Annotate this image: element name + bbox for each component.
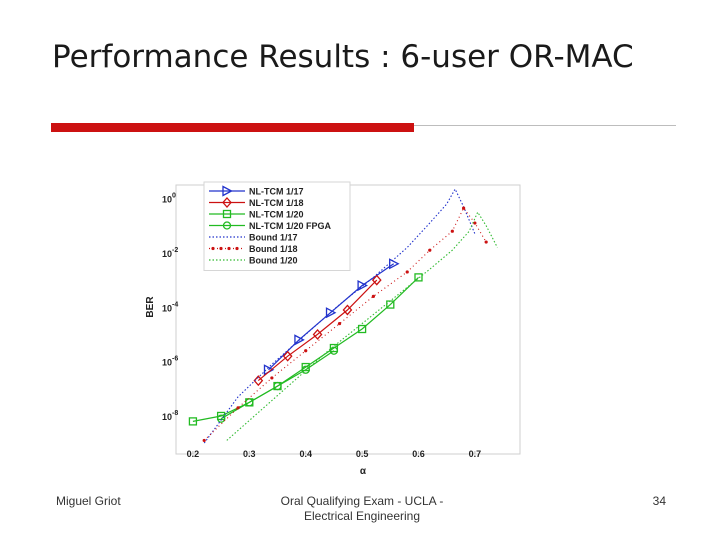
- series-6: [226, 211, 498, 441]
- series-5-point-3: [304, 349, 308, 353]
- legend-item-1: NL-TCM 1/18: [209, 197, 304, 208]
- series-3: [216, 346, 339, 423]
- y-tick-exponent-2: -4: [172, 301, 178, 308]
- series-3-point-4: [329, 346, 339, 355]
- legend-label-4: Bound 1/17: [249, 233, 298, 243]
- series-1-point-2: [312, 328, 323, 340]
- x-tick-label-1: 0.3: [243, 449, 256, 459]
- series-1-point-0: [253, 375, 264, 387]
- series-5-point-0: [202, 438, 206, 443]
- legend-marker-0: [222, 185, 233, 197]
- series-0-point-4: [389, 258, 400, 270]
- ber-chart-figure: 0.2 0.3 0.4 0.5 0.6 0.7 100 10-2 10-4 10-6 10-8 α BE…: [126, 137, 588, 482]
- legend-item-5: Bound 1/18: [209, 244, 298, 254]
- series-4: [203, 187, 476, 444]
- series-line-4: [203, 187, 476, 444]
- legend-marker-5-0: [211, 246, 215, 251]
- series-line-0: [268, 263, 395, 371]
- y-tick-label-0: 100: [162, 193, 176, 205]
- series-3-point-3: [301, 365, 310, 374]
- series-5-point-1: [236, 406, 240, 410]
- series-0-point-1: [294, 334, 305, 346]
- x-axis-label: α: [360, 466, 367, 477]
- legend-label-6: Bound 1/20: [249, 256, 298, 266]
- legend-marker-5-2: [227, 246, 231, 251]
- series-5-point-5: [371, 294, 375, 299]
- legend-marker-5-1: [219, 246, 223, 251]
- series-5-point-10: [473, 221, 477, 225]
- title-underline-rule: [414, 125, 676, 126]
- series-2-point-0: [188, 417, 198, 426]
- series-5-point-6: [405, 270, 409, 274]
- legend-item-0: NL-TCM 1/17: [209, 185, 304, 197]
- series-5: [202, 206, 488, 443]
- series-2-point-8: [414, 273, 423, 282]
- legend-label-2: NL-TCM 1/20: [249, 210, 304, 220]
- legend-marker-1: [222, 197, 232, 208]
- x-tick-label-0: 0.2: [187, 449, 200, 459]
- series-5-point-9: [462, 206, 466, 210]
- series-0-point-2: [325, 307, 337, 319]
- title-underline-accent: [51, 123, 414, 132]
- y-axis-label: BER: [145, 296, 156, 318]
- series-3-point-1: [245, 398, 254, 407]
- series-line-6: [226, 211, 498, 441]
- series-3-point-0: [216, 414, 226, 423]
- legend-label-0: NL-TCM 1/17: [249, 187, 304, 197]
- legend-box: [203, 181, 351, 271]
- series-1-point-3: [342, 304, 353, 316]
- series-1-point-4: [371, 274, 382, 286]
- slide-number: 34: [652, 494, 666, 508]
- y-tick-exponent-4: -8: [172, 410, 178, 417]
- legend-marker-3: [222, 221, 232, 230]
- y-tick-exponent-0: 0: [172, 193, 176, 200]
- legend-item-2: NL-TCM 1/20: [209, 210, 304, 220]
- series-1: [253, 274, 382, 387]
- footer-event: Oral Qualifying Exam - UCLA - Electrical…: [280, 494, 444, 523]
- series-line-3: [220, 350, 335, 420]
- y-tick-exponent-3: -6: [172, 356, 178, 363]
- series-5-point-11: [484, 240, 488, 244]
- series-line-2: [192, 276, 419, 422]
- series-2-point-6: [357, 324, 367, 334]
- legend-marker-2: [222, 209, 232, 219]
- series-0-point-3: [357, 279, 368, 292]
- x-tick-label-3: 0.5: [356, 449, 369, 459]
- legend-label-3: NL-TCM 1/20 FPGA: [249, 221, 332, 231]
- series-1-point-1: [282, 350, 293, 362]
- legend-label-1: NL-TCM 1/18: [249, 198, 304, 208]
- footer-author: Miguel Griot: [56, 494, 121, 508]
- series-5-point-2: [270, 376, 274, 380]
- x-tick-label-4: 0.6: [412, 449, 425, 459]
- legend-label-5: Bound 1/18: [249, 244, 298, 254]
- y-tick-exponent-1: -2: [172, 247, 178, 254]
- slide-title: Performance Results : 6-user OR-MAC: [52, 39, 634, 75]
- x-tick-label-5: 0.7: [469, 449, 482, 459]
- series-5-point-4: [337, 321, 342, 326]
- legend-item-4: Bound 1/17: [209, 233, 298, 243]
- legend-item-3: NL-TCM 1/20 FPGA: [209, 221, 332, 231]
- series-line-1: [257, 279, 378, 382]
- x-tick-label-2: 0.4: [299, 449, 312, 459]
- series-3-point-2: [273, 381, 282, 391]
- legend-marker-5-3: [235, 246, 239, 251]
- ber-chart: 0.2 0.3 0.4 0.5 0.6 0.710010-210-410-610-8αBE…: [145, 181, 521, 477]
- series-5-point-8: [450, 229, 454, 233]
- series-2-point-5: [329, 343, 339, 353]
- legend-item-6: Bound 1/20: [209, 256, 298, 266]
- series-5-point-7: [428, 248, 432, 252]
- series-line-5: [203, 207, 487, 441]
